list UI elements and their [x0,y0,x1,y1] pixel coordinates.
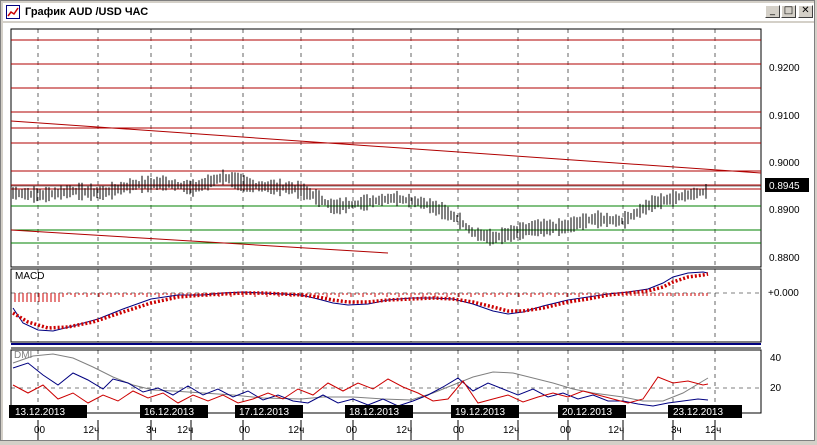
price-axis: 0.9200 0.9100 0.9000 0.8900 0.8800 0.894… [765,63,809,264]
price-tick: 0.9100 [769,111,800,122]
date-badge [345,405,413,418]
dmi-panel[interactable]: DMI [10,349,762,414]
date-badge [140,405,208,418]
current-price-badge [765,178,809,192]
dmi-axis-tick: 40 [770,353,782,364]
hour-label: 12ч [608,425,624,436]
price-panel[interactable] [10,28,762,268]
hour-label: 00 [346,425,358,436]
date-badge [235,405,303,418]
date-label: 20.12.2013 [562,407,612,418]
price-tick: 0.8900 [769,205,800,216]
price-tick: 0.8800 [769,253,800,264]
minimize-button[interactable]: _ [765,5,780,18]
date-badge [668,405,742,418]
macd-panel[interactable]: MACD [10,268,762,343]
date-badge [9,405,87,418]
title-bar[interactable]: График AUD /USD ЧАС _ □ ✕ [3,3,814,21]
resistance-lines [11,39,761,190]
current-price-label: 0.8945 [769,181,800,192]
dmi-label: DMI [14,350,32,361]
hour-label: 12ч [288,425,304,436]
macd-grid [11,269,761,342]
date-label: 19.12.2013 [455,407,505,418]
hour-label: 3ч [671,425,682,436]
chart-canvas[interactable]: 0.9200 0.9100 0.9000 0.8900 0.8800 0.894… [3,23,814,440]
date-badge [451,405,519,418]
time-axis-ticks [37,420,716,440]
date-label: 18.12.2013 [349,407,399,418]
adx-line [12,353,709,402]
date-label: 17.12.2013 [239,407,289,418]
time-axis: 13.12.2013 16.12.2013 17.12.2013 18.12.2… [9,405,742,440]
hour-label: 12ч [503,425,519,436]
hour-label: 12ч [396,425,412,436]
chart-line-icon [6,5,20,19]
hour-label: 00 [34,425,46,436]
date-badge [558,405,626,418]
hour-label: 00 [453,425,465,436]
close-button[interactable]: ✕ [798,5,813,18]
window-title: График AUD /USD ЧАС [25,6,149,18]
support-lines [11,205,761,244]
price-tick: 0.9200 [769,63,800,74]
dmi-minus-line [12,376,709,404]
hour-label: 12ч [705,425,721,436]
date-label: 23.12.2013 [673,407,723,418]
hour-label: 12ч [177,425,193,436]
macd-label: MACD [15,271,44,282]
hour-labels: 00 12ч 3ч 12ч 00 12ч 00 12ч 00 12ч 00 12… [34,425,721,436]
hour-label: 00 [239,425,251,436]
hour-label: 00 [560,425,572,436]
date-label: 13.12.2013 [15,407,65,418]
macd-axis-tick: +0.000 [768,288,799,299]
price-tick: 0.9000 [769,158,800,169]
price-candles [12,169,707,246]
macd-signal-line [12,272,709,330]
dmi-axis-tick: 20 [770,383,782,394]
trendline-upper [10,120,762,174]
hour-label: 12ч [83,425,99,436]
dmi-grid [11,350,761,413]
maximize-button[interactable]: □ [781,5,796,18]
date-label: 16.12.2013 [144,407,194,418]
dmi-plus-line [12,362,709,407]
trendline-lower [10,229,389,254]
